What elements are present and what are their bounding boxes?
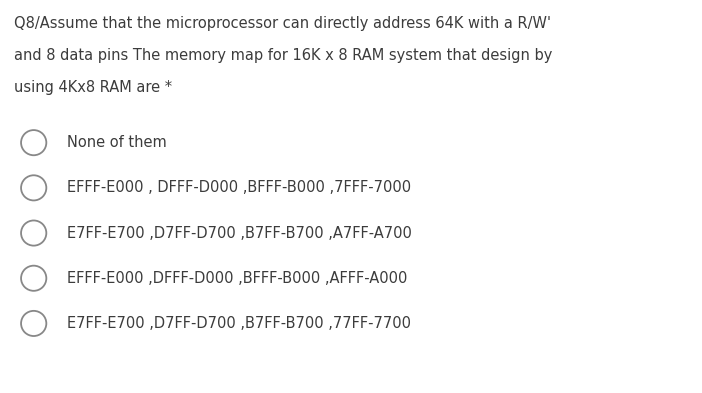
Text: Q8/Assume that the microprocessor can directly address 64K with a R/W': Q8/Assume that the microprocessor can di… bbox=[14, 16, 551, 31]
Text: E7FF-E700 ,D7FF-D700 ,B7FF-B700 ,77FF-7700: E7FF-E700 ,D7FF-D700 ,B7FF-B700 ,77FF-77… bbox=[67, 316, 411, 331]
Text: and 8 data pins The memory map for 16K x 8 RAM system that design by: and 8 data pins The memory map for 16K x… bbox=[14, 48, 552, 63]
Text: EFFF-E000 , DFFF-D000 ,BFFF-B000 ,7FFF-7000: EFFF-E000 , DFFF-D000 ,BFFF-B000 ,7FFF-7… bbox=[67, 180, 411, 195]
Text: using 4Kx8 RAM are *: using 4Kx8 RAM are * bbox=[14, 80, 172, 95]
Text: EFFF-E000 ,DFFF-D000 ,BFFF-B000 ,AFFF-A000: EFFF-E000 ,DFFF-D000 ,BFFF-B000 ,AFFF-A0… bbox=[67, 271, 407, 286]
Text: None of them: None of them bbox=[67, 135, 166, 150]
Text: E7FF-E700 ,D7FF-D700 ,B7FF-B700 ,A7FF-A700: E7FF-E700 ,D7FF-D700 ,B7FF-B700 ,A7FF-A7… bbox=[67, 226, 411, 241]
